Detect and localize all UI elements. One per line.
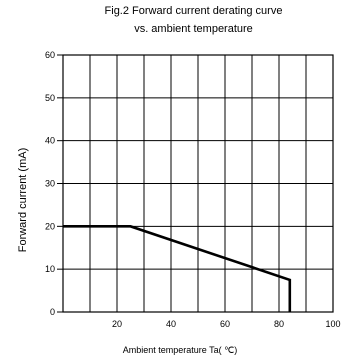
y-tick-label: 30 xyxy=(45,179,55,189)
y-tick-label: 40 xyxy=(45,136,55,146)
y-tick-label: 10 xyxy=(45,264,55,274)
chart-subtitle: vs. ambient temperature xyxy=(134,23,253,35)
x-tick-label: 40 xyxy=(166,319,176,329)
x-axis-label: Ambient temperature Ta( ℃) xyxy=(123,345,238,355)
y-tick-label: 20 xyxy=(45,221,55,231)
y-axis-label: Forward current (mA) xyxy=(17,148,29,253)
chart-title: Fig.2 Forward current derating curve xyxy=(104,5,283,17)
x-tick-label: 100 xyxy=(325,319,340,329)
derating-curve-line xyxy=(63,225,292,312)
x-tick-label: 80 xyxy=(274,319,284,329)
y-tick-label: 50 xyxy=(45,93,55,103)
x-tick-label: 60 xyxy=(220,319,230,329)
y-tick-label: 60 xyxy=(45,50,55,60)
y-tick-label: 0 xyxy=(50,307,55,317)
x-tick-label: 20 xyxy=(112,319,122,329)
